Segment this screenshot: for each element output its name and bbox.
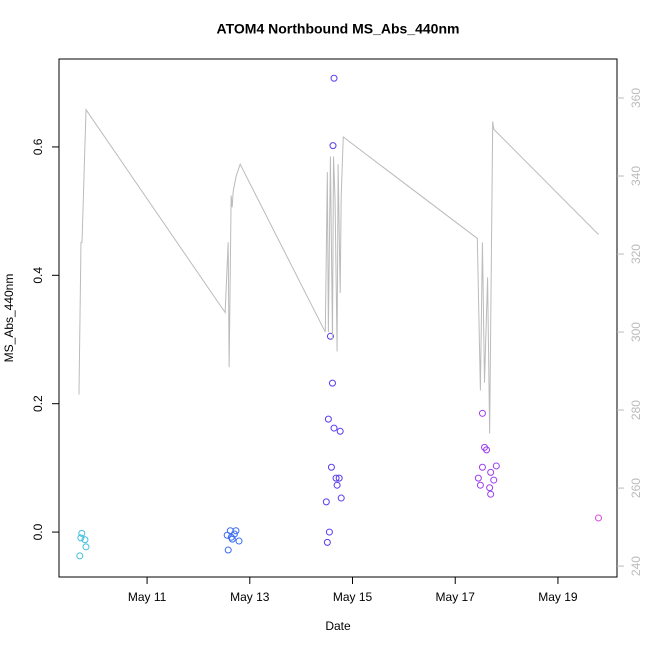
point [330,424,338,432]
x-tick-label: May 19 [538,590,578,604]
plot-frame [58,58,618,578]
y2-tick-label: 340 [629,166,643,186]
point [595,514,603,522]
point [336,427,344,435]
point [235,537,243,545]
point [333,481,341,489]
y-axis-label: MS_Abs_440nm [2,274,16,363]
y2-tick-label: 280 [629,400,643,420]
point [335,474,343,482]
point [82,543,90,551]
x-tick-label: May 11 [128,590,167,604]
point [325,528,333,536]
x-tick-label: May 15 [333,590,373,604]
y2-tick-label: 360 [629,88,643,108]
point [226,527,234,535]
point [323,538,331,546]
point [490,476,498,484]
x-tick-label: May 13 [230,590,270,604]
point [478,463,486,471]
point [476,481,484,489]
point [332,474,340,482]
point [486,484,494,492]
point [487,490,495,498]
point [492,462,500,470]
y-tick-label: 0.0 [31,523,45,540]
point [329,142,337,150]
point [337,494,345,502]
point [224,546,232,554]
point [232,527,240,535]
y2-tick-label: 260 [629,478,643,498]
point [483,446,491,454]
point [81,536,89,544]
line [78,108,599,434]
y2-tick-label: 320 [629,244,643,264]
point [230,530,238,538]
point [478,409,486,417]
point [327,463,335,471]
point [76,552,84,560]
x-tick-label: May 17 [436,590,476,604]
point [324,415,332,423]
point [474,474,482,482]
point [330,74,338,82]
chart-title: ATOM4 Northbound MS_Abs_440nm [217,21,460,37]
y-tick-label: 0.4 [31,267,45,284]
y2-tick-label: 300 [629,322,643,342]
point [326,332,334,340]
point [328,379,336,387]
point [322,498,330,506]
y2-tick-label: 240 [629,556,643,576]
point [77,534,85,542]
point [78,529,86,537]
y-tick-label: 0.6 [31,138,45,155]
x-axis-label: Date [325,619,351,633]
y-tick-label: 0.2 [31,395,45,412]
point [487,468,495,476]
